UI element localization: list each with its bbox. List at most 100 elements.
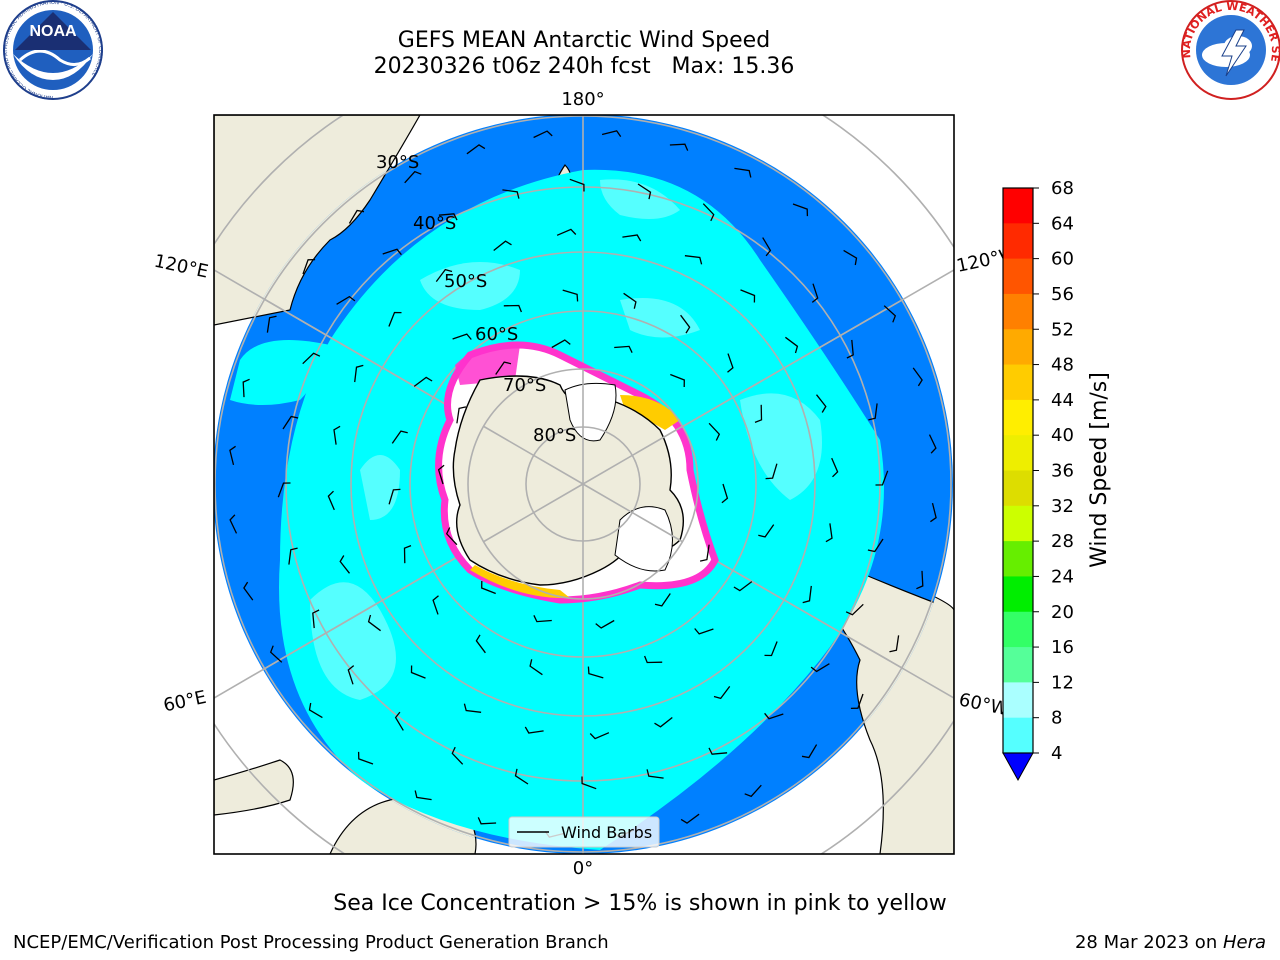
wind-barb [699, 544, 710, 562]
wind-barb [764, 712, 784, 720]
wind-barb [867, 538, 884, 553]
wind-barb [843, 249, 858, 266]
lat-label-30s: 30°S [376, 152, 419, 173]
wind-barb [643, 655, 663, 664]
wind-barb [623, 292, 637, 309]
wind-barb [388, 488, 401, 505]
wind-barb [684, 255, 703, 265]
colorbar-band [1003, 329, 1033, 366]
wind-barb [825, 523, 833, 543]
lon-label-0: 0° [573, 858, 593, 879]
colorbar-band [1003, 223, 1033, 260]
wind-barb [916, 570, 924, 590]
wind-barb [493, 240, 512, 252]
colorbar-band [1003, 364, 1033, 401]
wind-barbs [229, 130, 937, 838]
colorbar-label: Wind Speed [m/s] [1087, 372, 1112, 568]
wind-barb [850, 693, 864, 710]
colorbar-band [1003, 647, 1033, 683]
lat-label-50s: 50°S [444, 271, 487, 292]
wind-barb [339, 555, 351, 574]
wind-barb [456, 406, 467, 424]
wind-barb [354, 364, 364, 383]
wind-barb [883, 305, 897, 323]
wind-barb [646, 769, 664, 779]
wind-barb [589, 732, 610, 740]
wind-barb [694, 628, 714, 635]
colorbar-band [1003, 470, 1033, 507]
wind-barb [622, 234, 642, 242]
wind-barb [477, 817, 497, 825]
wind-barb [502, 189, 520, 199]
wind-barb [762, 237, 772, 257]
wind-barb [802, 585, 812, 604]
colorbar-band [1003, 435, 1033, 471]
wind-barb [391, 430, 408, 444]
wind-barb [758, 524, 775, 538]
wind-barb [437, 464, 445, 485]
wind-barb [388, 311, 402, 327]
wind-barb [734, 167, 752, 178]
footer-date: 28 Mar 2023 on [1074, 932, 1223, 953]
wind-barb [754, 404, 763, 424]
wind-barb [463, 703, 482, 713]
wind-barb [432, 595, 439, 615]
colorbar-tick-label: 4 [1051, 743, 1062, 764]
colorbar-band [1003, 541, 1033, 577]
wind-barb [702, 203, 715, 222]
wind-barb [403, 544, 412, 564]
wind-barb [868, 403, 878, 421]
wind-barb [792, 203, 809, 217]
wind-barb [308, 702, 323, 719]
colorbar-tick-label: 12 [1051, 672, 1074, 693]
wind-barb [327, 490, 335, 511]
wind-barb [587, 666, 604, 679]
wind-barb [435, 268, 453, 282]
chart-subtitle: 20230326 t06z 240h fcst Max: 15.36 [373, 54, 795, 79]
colorbar-tick-label: 60 [1051, 249, 1074, 270]
fast-patch [310, 582, 396, 700]
colorbar-tick-label: 68 [1051, 178, 1074, 199]
wind-barb [333, 425, 341, 445]
lat-label-60s: 60°S [475, 324, 518, 345]
wind-barb [302, 258, 316, 275]
colorbar-tick-label: 64 [1051, 213, 1074, 234]
colorbar-band [1003, 258, 1033, 295]
chart-title: GEFS MEAN Antarctic Wind Speed [397, 28, 771, 53]
wind-barb [347, 665, 355, 685]
colorbar-band [1003, 576, 1033, 613]
wind-barb [912, 367, 923, 387]
wind-barb [669, 143, 689, 151]
colorbar: 68 64 60 56 52 48 44 40 36 32 28 24 20 16 12 8 4 Wind Sp… [1002, 178, 1112, 782]
wind-barb [451, 746, 464, 765]
wind-barb [242, 378, 250, 398]
wind-barb [302, 352, 321, 365]
wind-barb [414, 790, 432, 801]
wind-barb [282, 415, 299, 430]
nws-ring-text: NATIONAL WEATHER SERVICE [0, 0, 1280, 63]
wind-barb [654, 716, 673, 728]
legend-label: Wind Barbs [561, 823, 652, 842]
wind-barb [581, 776, 597, 790]
wind-barb [277, 482, 291, 498]
wind-barb [727, 353, 734, 373]
wind-barb [466, 144, 486, 155]
colorbar-tick-label: 56 [1051, 284, 1074, 305]
colorbar-band [1003, 293, 1033, 330]
wind-barb [928, 434, 937, 454]
wind-barb [514, 768, 529, 785]
wind-barb [846, 339, 854, 359]
colorbar-tick-label: 20 [1051, 602, 1074, 623]
noaa-logo: NOAA NATIONAL OCEANIC AND ATMOSPHERIC AD… [3, 0, 103, 100]
wind-barb [551, 339, 571, 349]
wind-barb [801, 744, 818, 759]
wind-barb [708, 747, 728, 755]
colorbar-tick-label: 44 [1051, 390, 1074, 411]
wind-barb [529, 659, 543, 676]
colorbar-band [1003, 682, 1033, 719]
wind-barb [495, 361, 512, 375]
wind-barb [637, 183, 652, 200]
wind-barb [312, 609, 320, 629]
wind-barb [614, 345, 633, 353]
